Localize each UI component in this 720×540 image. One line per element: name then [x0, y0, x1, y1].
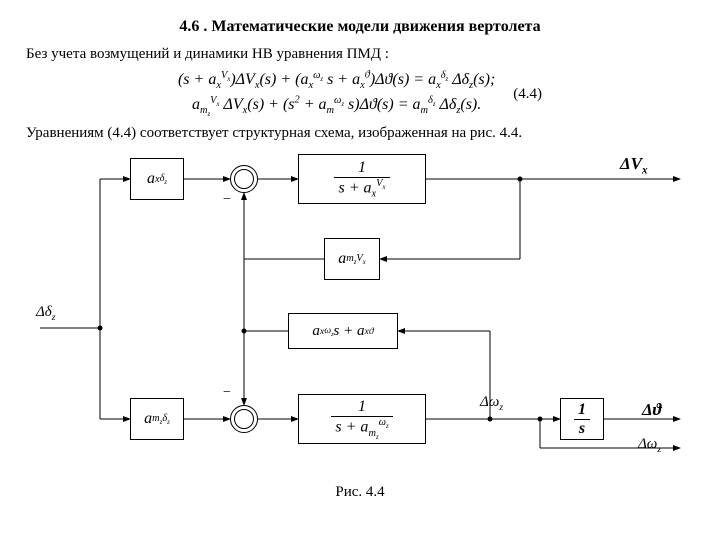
int-den: s: [574, 419, 590, 438]
int-num: 1: [574, 401, 590, 419]
box-amz-vx: amzVx: [324, 238, 380, 280]
box-integrator: 1s: [560, 398, 604, 440]
box-ax-dz: axδz: [130, 158, 184, 200]
box-feedback: axωz s + axϑ: [288, 313, 398, 349]
equation-number: (4.4): [513, 86, 542, 103]
figure-caption: Рис. 4.4: [26, 484, 694, 501]
equation-line-1: (s + axVx)ΔVx(s) + (axωz s + axϑ)Δϑ(s) =…: [178, 71, 495, 88]
label-dtheta: Δϑ: [642, 400, 662, 420]
tf-bot-den: s + amzωz: [331, 416, 392, 441]
tf-top-den: s + axVx: [334, 177, 389, 200]
box-amz-dz: amzδz: [130, 398, 184, 440]
minus-top: −: [223, 192, 231, 208]
tf-top-num: 1: [334, 159, 389, 177]
paragraph-2: Уравнениям (4.4) соответствует структурн…: [26, 125, 694, 142]
box-tf-bot: 1s + amzωz: [298, 394, 426, 444]
equation-line-2: amzVx ΔVx(s) + (s2 + amωz s)Δϑ(s) = amδz…: [192, 96, 481, 113]
block-diagram: − − axδz amzδz 1s + axVx amzVx axωz s + …: [40, 148, 680, 478]
label-dwz-mid: Δωz: [480, 394, 503, 413]
label-dwz-bot: Δωz: [638, 436, 661, 455]
tf-bot-num: 1: [331, 398, 392, 416]
equation-block: (s + axVx)ΔVx(s) + (axωz s + axϑ)Δϑ(s) =…: [26, 69, 694, 119]
label-dvx: ΔVx: [620, 154, 648, 176]
label-input: Δδz: [36, 304, 56, 323]
minus-bottom: −: [223, 385, 231, 401]
section-title: 4.6 . Математические модели движения вер…: [26, 18, 694, 36]
box-tf-top: 1s + axVx: [298, 154, 426, 204]
paragraph-1: Без учета возмущений и динамики НВ уравн…: [26, 46, 694, 63]
